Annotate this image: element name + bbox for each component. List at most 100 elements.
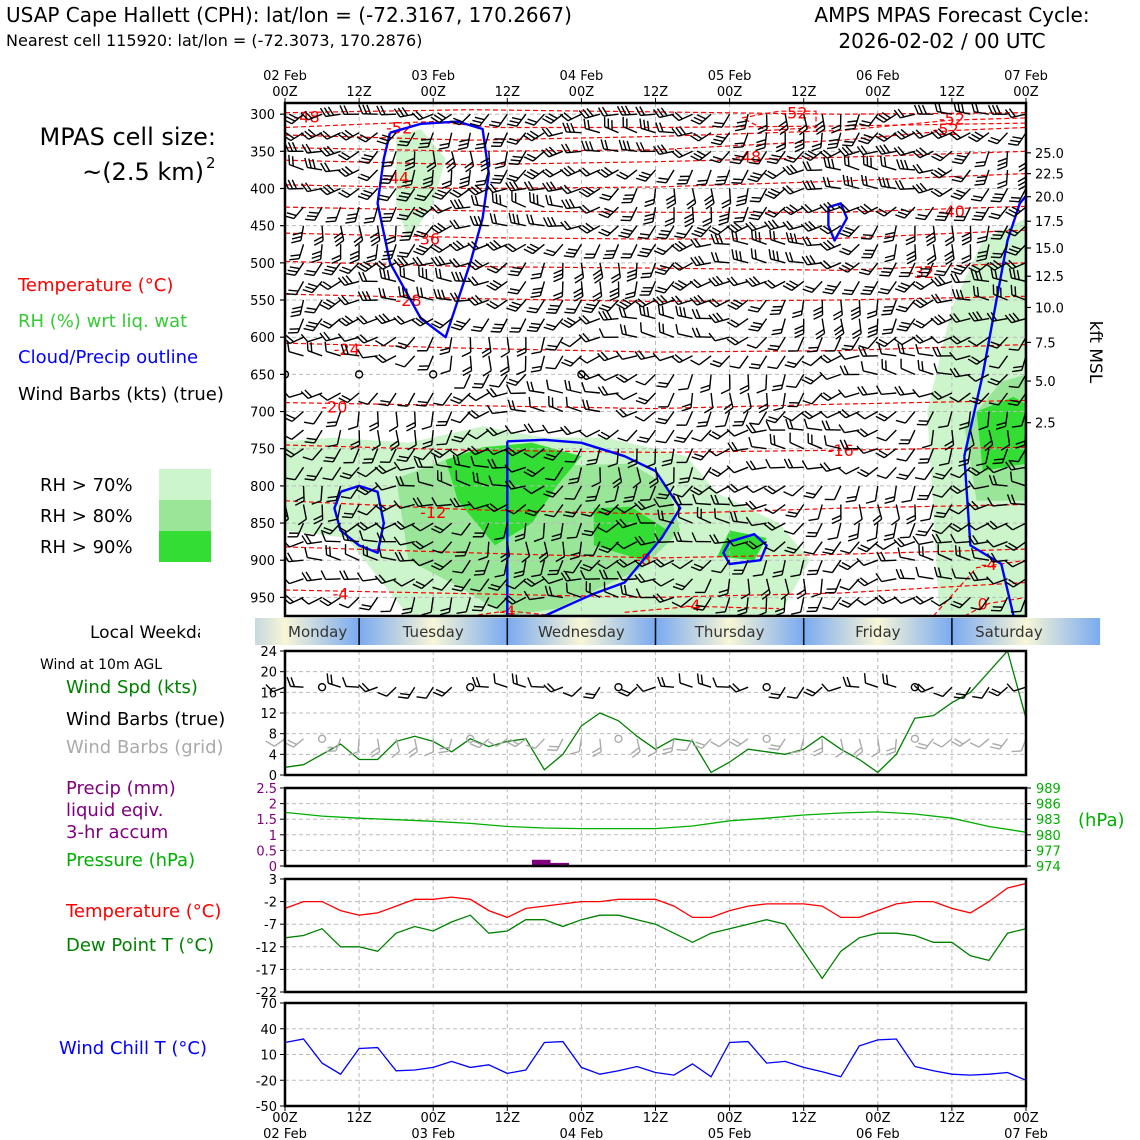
barb-shaft bbox=[523, 523, 527, 539]
barb-shaft bbox=[554, 336, 564, 351]
barb-flag bbox=[399, 266, 402, 277]
barb-flag bbox=[732, 683, 741, 692]
panel-tick-label: -20 bbox=[256, 1074, 277, 1089]
barb-shaft bbox=[716, 448, 730, 457]
barb-flag bbox=[674, 148, 683, 157]
barb-shaft bbox=[719, 150, 731, 164]
barb-shaft bbox=[382, 522, 397, 530]
barb-shaft bbox=[492, 392, 508, 398]
upper-wind-barb bbox=[526, 214, 545, 227]
barb-flag bbox=[691, 437, 702, 442]
upper-wind-barb bbox=[638, 304, 656, 320]
panel-tick-label: 10 bbox=[260, 1049, 277, 1064]
barb-flag bbox=[374, 466, 383, 475]
upper-wind-barb bbox=[745, 540, 767, 550]
upper-wind-barb bbox=[380, 206, 397, 223]
barb-shaft bbox=[793, 355, 805, 368]
barb-shaft bbox=[864, 410, 879, 420]
barb-flag bbox=[654, 271, 665, 276]
barb-flag bbox=[665, 194, 676, 201]
barb-flag bbox=[622, 140, 627, 151]
upper-wind-barb bbox=[499, 355, 510, 377]
barb-flag bbox=[398, 455, 409, 459]
barb-shaft bbox=[884, 410, 897, 422]
barb-flag bbox=[734, 128, 745, 132]
barb-flag bbox=[509, 738, 519, 745]
upper-wind-barb bbox=[505, 384, 526, 395]
upper-wind-barb bbox=[523, 243, 545, 255]
barb-flag bbox=[882, 673, 885, 684]
upper-wind-barb bbox=[832, 299, 843, 321]
barb-flag bbox=[504, 448, 513, 457]
upper-wind-barb bbox=[448, 448, 471, 457]
pressure-tick-label: 983 bbox=[1036, 813, 1061, 828]
barb-flag bbox=[857, 386, 864, 396]
upper-wind-barb bbox=[412, 578, 434, 590]
barb-shaft bbox=[905, 466, 916, 480]
barb-shaft bbox=[386, 188, 397, 202]
barb-flag bbox=[553, 277, 563, 283]
barb-flag bbox=[585, 140, 590, 151]
upper-wind-barb bbox=[969, 392, 990, 405]
barb-flag bbox=[543, 252, 554, 257]
barb-flag bbox=[294, 496, 305, 502]
barb-flag bbox=[765, 419, 776, 424]
barb-shaft bbox=[419, 522, 434, 532]
barb-flag bbox=[619, 171, 629, 178]
upper-wind-barb bbox=[635, 142, 656, 153]
barb-flag bbox=[415, 317, 425, 325]
barb-flag bbox=[768, 747, 779, 751]
upper-wind-barb bbox=[482, 355, 492, 377]
barb-flag bbox=[530, 322, 541, 326]
upper-wind-barb bbox=[819, 354, 842, 364]
barb-flag bbox=[418, 146, 429, 149]
barb-shaft bbox=[678, 113, 693, 122]
barb-flag bbox=[585, 186, 595, 193]
barb-shaft bbox=[918, 352, 934, 357]
barb-flag bbox=[624, 194, 635, 197]
barb-flag bbox=[647, 751, 657, 758]
wind-speed-line bbox=[284, 649, 1027, 774]
barb-flag bbox=[733, 178, 744, 181]
upper-wind-barb bbox=[675, 305, 693, 320]
barb-shaft bbox=[926, 485, 935, 500]
barb-flag bbox=[783, 491, 793, 497]
barb-flag bbox=[708, 314, 716, 323]
barb-shaft bbox=[313, 411, 323, 425]
upper-wind-barb bbox=[356, 349, 378, 359]
barb-flag bbox=[343, 512, 354, 515]
barb-flag bbox=[396, 315, 406, 324]
barb-shaft bbox=[807, 243, 823, 247]
barb-flag bbox=[563, 319, 573, 326]
barb-flag bbox=[587, 119, 591, 130]
barb-shaft bbox=[350, 485, 360, 499]
barb-flag bbox=[883, 144, 891, 154]
upper-wind-barb bbox=[376, 532, 397, 543]
barb-shaft bbox=[671, 738, 675, 752]
upper-wind-barb bbox=[857, 385, 878, 396]
sfc-barb-grid bbox=[692, 738, 712, 749]
sfc-barb-true bbox=[511, 673, 527, 688]
barb-shaft bbox=[441, 541, 453, 554]
bottom-hour-label: 12Z bbox=[939, 1111, 965, 1126]
barb-flag bbox=[950, 740, 961, 747]
barb-flag bbox=[676, 424, 687, 426]
barb-flag bbox=[413, 457, 419, 468]
barb-flag bbox=[490, 181, 501, 184]
upper-wind-barb bbox=[598, 569, 619, 580]
barb-flag bbox=[653, 498, 660, 508]
upper-wind-barb bbox=[413, 243, 434, 256]
barb-shaft bbox=[927, 448, 935, 463]
upper-wind-barb bbox=[285, 113, 304, 125]
upper-wind-barb bbox=[319, 318, 342, 329]
upper-wind-barb bbox=[912, 318, 934, 329]
barb-flag bbox=[569, 198, 576, 209]
barb-flag bbox=[660, 107, 668, 117]
barb-flag bbox=[700, 508, 702, 519]
barb-flag bbox=[709, 534, 716, 544]
barb-flag bbox=[388, 425, 399, 432]
barb-flag bbox=[527, 181, 535, 191]
bottom-hour-label: 00Z bbox=[1013, 1111, 1039, 1126]
isotherm-label: -48 bbox=[294, 107, 320, 126]
upper-wind-barb bbox=[785, 232, 804, 245]
